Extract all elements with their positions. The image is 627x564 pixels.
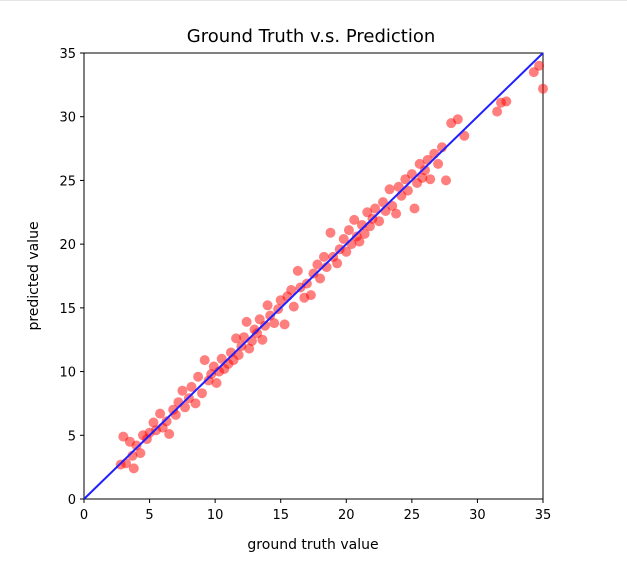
data-point <box>131 440 142 451</box>
data-point <box>378 197 388 208</box>
x-axis-label: ground truth value <box>247 537 378 553</box>
data-point <box>425 174 436 185</box>
y-tick-label: 20 <box>59 238 76 253</box>
data-point <box>393 181 404 192</box>
data-point <box>186 381 197 392</box>
x-tick-label: 0 <box>80 508 88 523</box>
data-point <box>354 236 365 247</box>
data-point <box>319 251 329 262</box>
data-point <box>262 300 273 311</box>
data-point <box>292 265 303 276</box>
data-point <box>161 416 172 427</box>
data-point <box>199 355 210 366</box>
y-tick-label: 15 <box>59 302 76 317</box>
x-tick-label: 35 <box>535 508 552 523</box>
data-point <box>534 60 545 71</box>
data-point <box>409 203 420 214</box>
data-point <box>265 310 276 321</box>
data-point <box>315 273 326 284</box>
data-point <box>433 158 444 169</box>
data-point <box>193 371 204 382</box>
x-tick-label: 20 <box>338 508 355 523</box>
y-tick-label: 25 <box>59 174 76 189</box>
data-point <box>148 417 159 428</box>
data-point <box>269 318 280 329</box>
data-point <box>459 130 470 141</box>
chart-title: Ground Truth v.s. Prediction <box>187 26 436 47</box>
data-point <box>241 316 252 327</box>
x-tick-label: 15 <box>272 508 289 523</box>
data-point <box>338 234 349 244</box>
data-point <box>452 114 463 125</box>
points-layer <box>115 60 548 474</box>
data-point <box>402 185 413 196</box>
y-tick-label: 10 <box>59 366 76 381</box>
data-point <box>170 409 181 420</box>
data-point <box>155 408 166 419</box>
data-point <box>180 402 190 413</box>
data-point <box>231 333 242 344</box>
data-point <box>501 96 512 107</box>
data-point <box>384 184 395 195</box>
data-point <box>429 148 440 159</box>
x-tick-label: 25 <box>404 508 421 523</box>
x-tick-label: 30 <box>469 508 486 523</box>
y-axis: 0 5 10 15 20 25 30 35 <box>59 47 84 508</box>
data-point <box>312 259 323 270</box>
data-point <box>332 258 343 269</box>
y-tick-label: 0 <box>68 493 76 508</box>
data-point <box>359 228 370 239</box>
data-point <box>286 285 297 295</box>
x-axis: 0 5 10 15 20 25 30 35 <box>80 499 551 523</box>
data-point <box>387 200 398 211</box>
data-point <box>135 448 146 459</box>
data-point <box>391 208 402 219</box>
data-point <box>343 225 354 236</box>
data-point <box>374 216 385 227</box>
data-point <box>420 165 430 176</box>
data-point <box>325 227 336 238</box>
data-point <box>164 429 175 439</box>
reference-line <box>83 52 544 500</box>
data-point <box>349 214 360 225</box>
data-point <box>177 385 188 396</box>
y-tick-label: 30 <box>59 111 76 126</box>
top-border <box>0 0 627 1</box>
data-point <box>279 319 290 330</box>
data-point <box>128 463 139 474</box>
y-tick-label: 5 <box>68 429 76 444</box>
data-point <box>211 378 222 388</box>
data-point <box>288 301 299 312</box>
data-point <box>492 106 503 117</box>
data-point <box>305 290 316 301</box>
data-point <box>260 320 270 331</box>
data-point <box>441 175 451 186</box>
data-point <box>244 343 255 354</box>
data-point <box>370 203 381 214</box>
data-point <box>197 388 207 399</box>
x-tick-label: 5 <box>145 508 153 523</box>
data-point <box>190 398 201 409</box>
data-point <box>257 334 268 345</box>
data-point <box>341 246 352 257</box>
y-axis-label: predicted value <box>26 221 42 330</box>
data-point <box>538 83 548 94</box>
data-point <box>239 332 249 343</box>
y-tick-label: 35 <box>59 47 76 62</box>
x-tick-label: 10 <box>207 508 224 523</box>
data-point <box>417 172 428 183</box>
